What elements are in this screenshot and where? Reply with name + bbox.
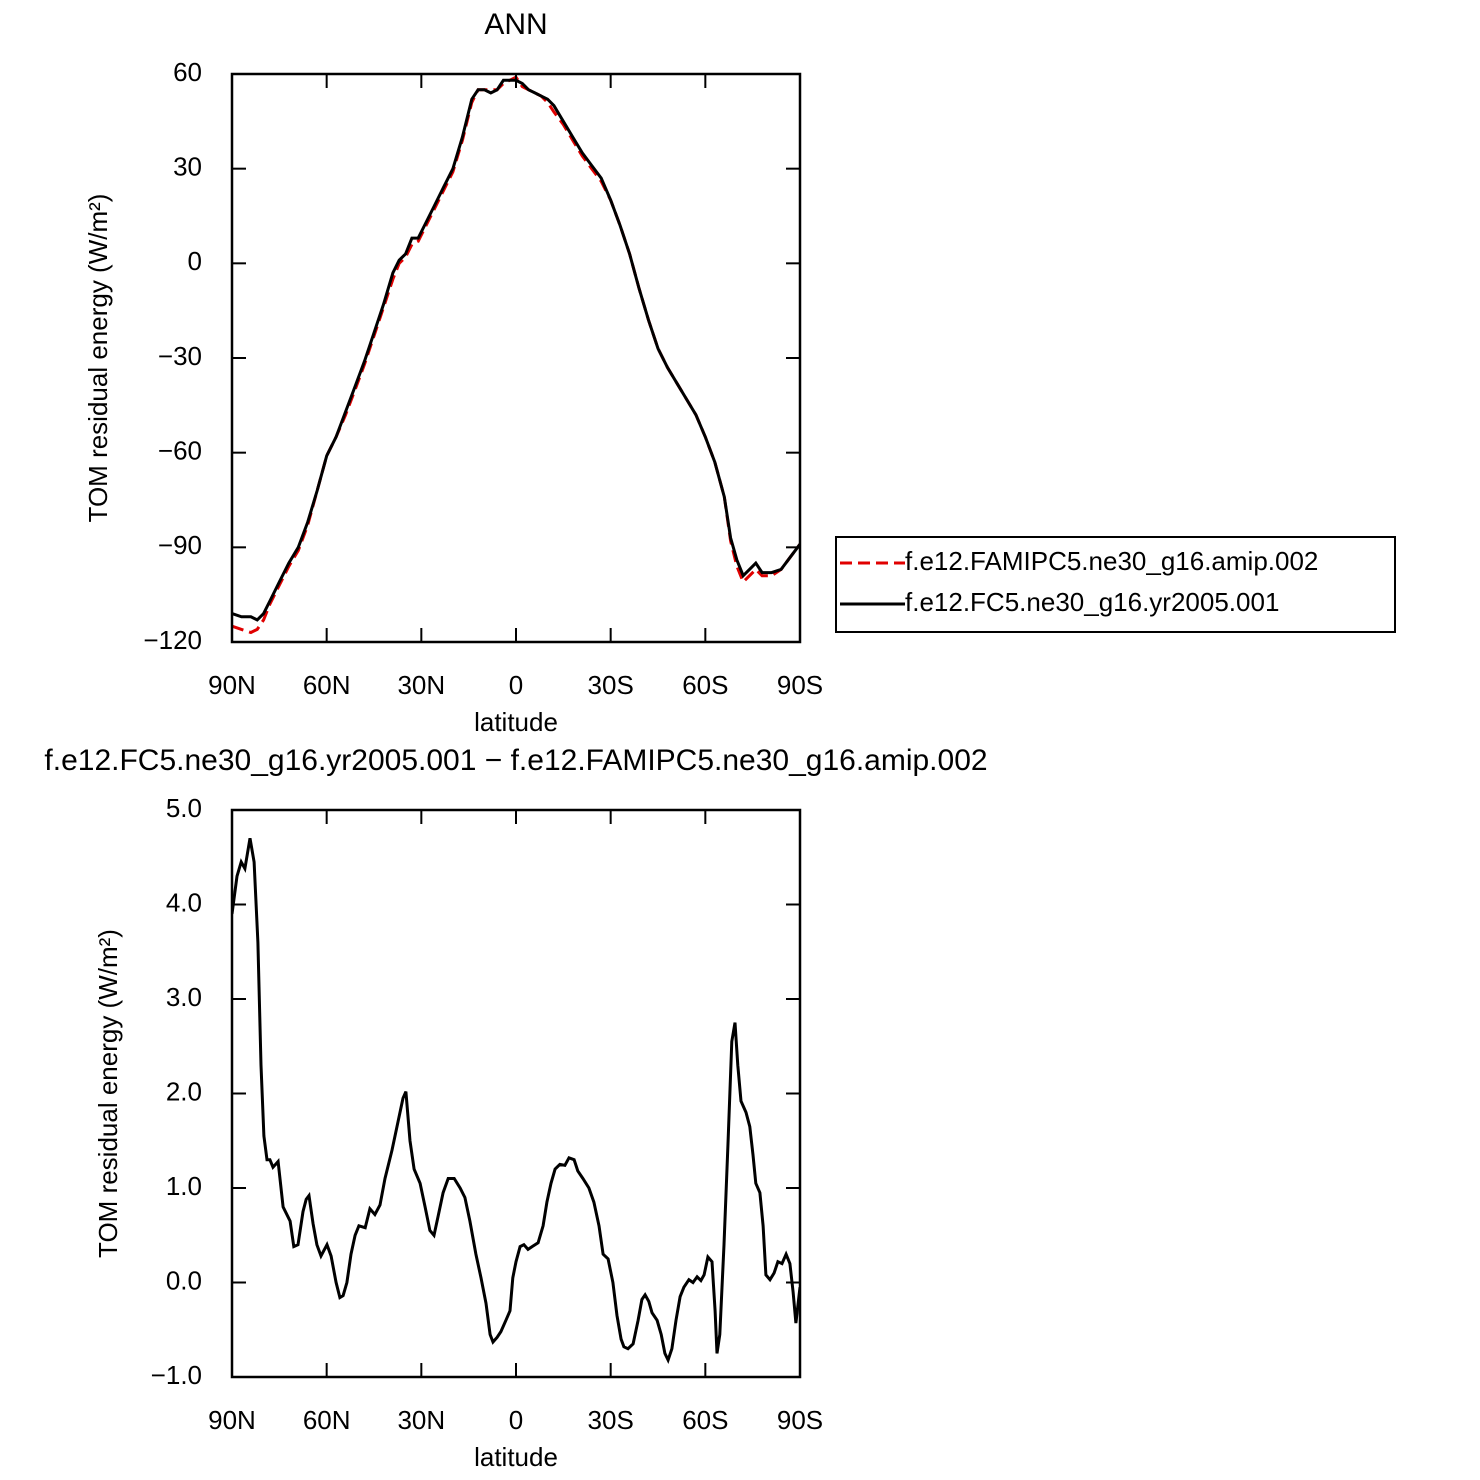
y-tick-label: −30 <box>158 341 202 371</box>
y-tick-label: 1.0 <box>166 1171 202 1201</box>
x-tick-label: 90N <box>208 1405 256 1435</box>
x-tick-label: 30N <box>397 670 445 700</box>
data-line <box>232 78 800 622</box>
data-line <box>232 838 800 1364</box>
x-tick-label: 60S <box>682 670 728 700</box>
chart-title: f.e12.FC5.ne30_g16.yr2005.001 − f.e12.FA… <box>44 744 987 777</box>
x-tick-label: 30S <box>588 1405 634 1435</box>
y-tick-label: −60 <box>158 436 202 466</box>
x-tick-label: 60S <box>682 1405 728 1435</box>
plot-frame <box>230 72 802 644</box>
x-tick-label: 0 <box>509 1405 523 1435</box>
y-axis-label: TOM residual energy (W/m²) <box>83 194 113 523</box>
x-tick-label: 90S <box>777 1405 823 1435</box>
y-tick-label: 3.0 <box>166 982 202 1012</box>
x-tick-label: 30S <box>588 670 634 700</box>
x-tick-label: 90S <box>777 670 823 700</box>
y-axis-label: TOM residual energy (W/m²) <box>93 929 123 1258</box>
legend-label: f.e12.FAMIPC5.ne30_g16.amip.002 <box>905 546 1318 576</box>
y-tick-label: −90 <box>158 530 202 560</box>
x-tick-label: 90N <box>208 670 256 700</box>
y-tick-label: 60 <box>173 57 202 87</box>
y-tick-label: 5.0 <box>166 793 202 823</box>
y-tick-label: −1.0 <box>151 1360 202 1390</box>
x-tick-label: 0 <box>509 670 523 700</box>
legend-label: f.e12.FC5.ne30_g16.yr2005.001 <box>905 587 1279 617</box>
legend-box <box>835 536 1396 633</box>
x-tick-label: 30N <box>397 1405 445 1435</box>
y-tick-label: 0.0 <box>166 1265 202 1295</box>
y-tick-label: 0 <box>188 246 202 276</box>
data-line <box>232 75 800 635</box>
y-tick-label: 2.0 <box>166 1076 202 1106</box>
chart-title: ANN <box>484 8 547 41</box>
x-tick-label: 60N <box>303 1405 351 1435</box>
y-tick-label: −120 <box>143 625 202 655</box>
y-tick-label: 4.0 <box>166 887 202 917</box>
x-tick-label: 60N <box>303 670 351 700</box>
y-tick-label: 30 <box>173 152 202 182</box>
x-axis-label: latitude <box>474 707 558 737</box>
x-axis-label: latitude <box>474 1442 558 1472</box>
